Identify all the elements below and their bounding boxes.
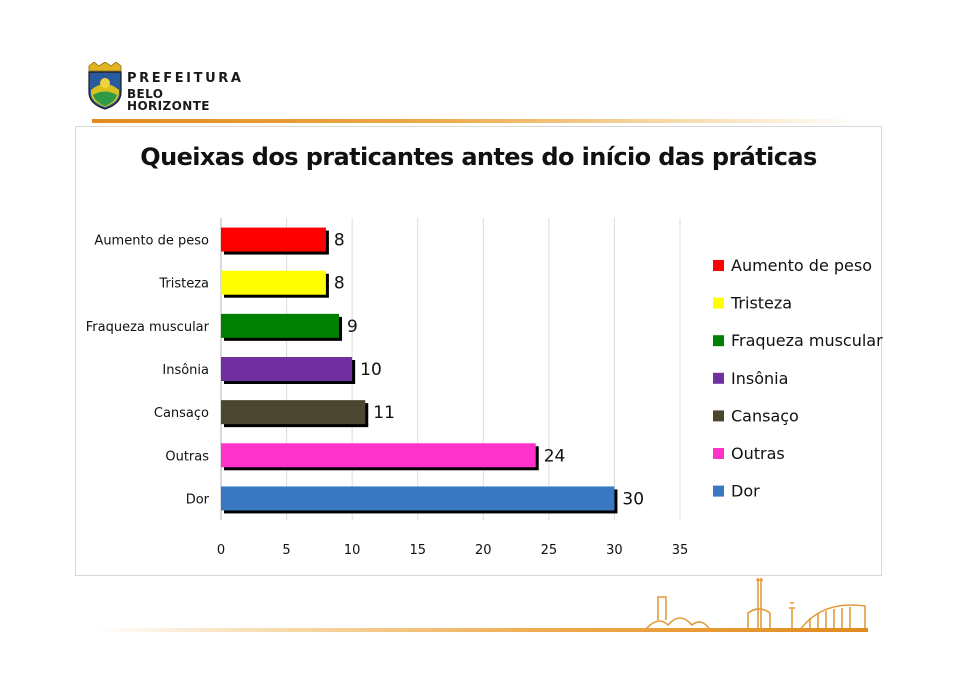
legend-label: Tristeza <box>730 294 792 313</box>
prefeitura-logo: PREFEITURA BELO HORIZONTE <box>86 61 246 112</box>
x-tick-label: 15 <box>409 543 426 558</box>
value-label: 8 <box>334 231 345 251</box>
x-tick-label: 10 <box>344 543 361 558</box>
category-label: Dor <box>186 492 210 507</box>
bar <box>221 227 326 252</box>
x-tick-label: 20 <box>475 543 492 558</box>
value-label: 11 <box>373 403 395 423</box>
coat-of-arms-icon <box>88 61 122 110</box>
value-label: 9 <box>347 317 358 337</box>
x-tick-label: 35 <box>672 543 689 558</box>
value-label: 30 <box>622 489 644 509</box>
legend-swatch <box>713 485 724 497</box>
legend-swatch <box>713 448 724 459</box>
x-tick-label: 25 <box>541 543 558 558</box>
bar <box>221 400 366 425</box>
legend-label: Fraqueza muscular <box>731 331 883 350</box>
legend-label: Aumento de peso <box>731 256 872 275</box>
category-label: Cansaço <box>154 406 209 421</box>
category-label: Aumento de peso <box>94 234 209 249</box>
legend-label: Outras <box>731 444 785 463</box>
x-tick-label: 0 <box>217 543 225 558</box>
legend-swatch <box>713 372 724 384</box>
category-label: Insônia <box>162 363 209 378</box>
legend-label: Insônia <box>731 369 788 388</box>
legend-swatch <box>713 335 724 347</box>
value-label: 24 <box>544 446 566 466</box>
bar <box>221 443 536 468</box>
bar <box>221 270 326 295</box>
value-label: 10 <box>360 360 382 380</box>
legend-swatch <box>713 410 724 422</box>
logo-line2: BELO HORIZONTE <box>127 87 210 113</box>
value-label: 8 <box>334 274 345 294</box>
logo-text: PREFEITURA BELO HORIZONTE <box>127 72 246 112</box>
category-label: Tristeza <box>158 277 209 292</box>
bar <box>221 357 353 381</box>
bar <box>221 486 615 511</box>
x-tick-label: 5 <box>282 543 290 558</box>
logo-line1: PREFEITURA <box>127 71 244 86</box>
bar <box>221 313 340 338</box>
x-tick-label: 30 <box>606 543 623 558</box>
legend-label: Dor <box>731 482 760 501</box>
legend-label: Cansaço <box>731 406 799 425</box>
chart-title: Queixas dos praticantes antes do início … <box>140 143 817 171</box>
bottom-orange-rule <box>92 628 868 632</box>
category-label: Outras <box>165 449 209 464</box>
legend-swatch <box>713 260 724 271</box>
legend-swatch <box>713 297 724 309</box>
top-orange-rule <box>92 119 862 123</box>
skyline-illustration <box>644 578 866 631</box>
category-label: Fraqueza muscular <box>86 320 210 335</box>
